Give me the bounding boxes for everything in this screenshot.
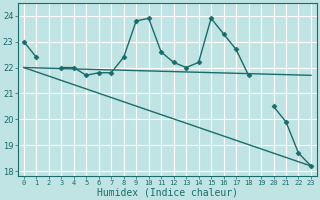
X-axis label: Humidex (Indice chaleur): Humidex (Indice chaleur) xyxy=(97,187,238,197)
